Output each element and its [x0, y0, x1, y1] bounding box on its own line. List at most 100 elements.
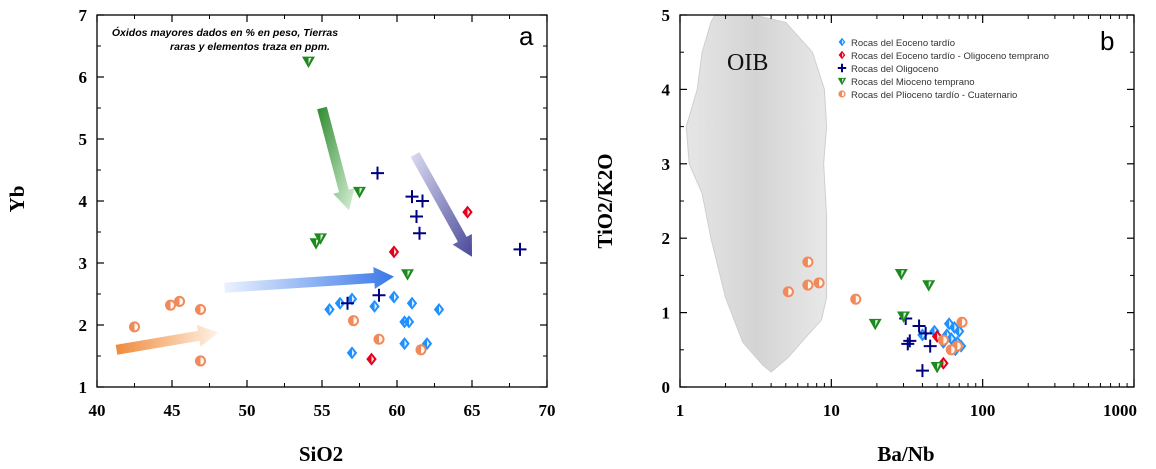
y-tick-label: 2: [79, 316, 88, 335]
y-tick-label: 2: [662, 229, 671, 248]
x-tick-label: 50: [239, 401, 256, 420]
data-point: [399, 337, 410, 351]
data-point: [324, 303, 335, 316]
data-point: [406, 296, 418, 310]
data-point: [372, 288, 386, 302]
series-oligoceno: [341, 166, 527, 310]
data-point: [413, 226, 426, 240]
y-tick-label: 7: [79, 6, 88, 25]
trend-arrow-orange: [115, 324, 219, 355]
x-tick-label: 40: [89, 401, 106, 420]
legend-marker: [837, 63, 847, 73]
y-tick-label: 4: [79, 192, 88, 211]
data-point: [946, 332, 957, 346]
data-point: [410, 210, 423, 223]
data-point: [415, 344, 427, 356]
data-point: [405, 190, 419, 204]
data-point: [371, 166, 384, 180]
data-point: [513, 242, 527, 256]
y-tick-label: 3: [79, 254, 88, 273]
y-tick-label: 5: [79, 130, 88, 149]
data-point: [915, 364, 929, 378]
data-point: [956, 316, 968, 328]
x-tick-label: 55: [314, 401, 331, 420]
data-point: [802, 256, 814, 268]
data-point: [353, 186, 366, 199]
legend-marker: [838, 50, 846, 60]
legend-item-oligoceno: Rocas del Oligoceno: [837, 63, 939, 75]
y-tick-label: 1: [79, 378, 88, 397]
legend-item-eoceno: Rocas del Eoceno tardío: [838, 37, 955, 49]
x-axis-title: Ba/Nb: [877, 442, 934, 466]
data-point: [922, 280, 936, 292]
data-point: [388, 245, 400, 259]
series-mioceno: [302, 56, 414, 281]
trend-arrows: [115, 106, 472, 355]
data-point: [912, 319, 926, 333]
data-point: [401, 269, 414, 281]
legend-marker: [838, 90, 846, 98]
data-point: [868, 318, 882, 331]
data-point: [347, 315, 360, 327]
legend-marker: [837, 77, 847, 86]
data-point: [314, 233, 327, 245]
data-point: [164, 299, 177, 311]
legend: Rocas del Eoceno tardío Rocas del Eoceno …: [837, 37, 1049, 101]
series-eoceno_oligoceno: [366, 205, 473, 366]
oib-field: [685, 14, 828, 373]
legend-label: Rocas del Eoceno tardío: [851, 38, 955, 49]
x-tick-label: 65: [464, 401, 481, 420]
x-tick-label: 60: [389, 401, 406, 420]
data-point: [937, 334, 949, 346]
legend-marker: [838, 37, 846, 47]
trend-arrow-navy: [410, 152, 472, 257]
data-point: [782, 286, 794, 298]
data-point: [923, 339, 937, 353]
legend-item-mioceno: Rocas del Mioceno temprano: [837, 77, 975, 88]
legend-label: Rocas del Plioceno tardío - Cuaternario: [851, 90, 1017, 101]
data-point: [903, 334, 917, 348]
data-point: [416, 194, 429, 208]
legend-item-eoceno_oligoceno: Rocas del Eoceno tardío - Oligoceno temp…: [838, 50, 1049, 62]
data-point: [901, 337, 915, 351]
data-point: [930, 362, 944, 374]
data-point: [433, 303, 445, 316]
data-point: [128, 321, 141, 333]
panel-letter-b: b: [1100, 26, 1114, 56]
y-axis-title: TiO2/K2O: [593, 153, 617, 248]
x-tick-label: 10: [823, 401, 840, 420]
x-tick-label: 1000: [1103, 401, 1137, 420]
x-axis-title: SiO2: [299, 442, 343, 466]
panel-letter-a: a: [519, 21, 534, 51]
y-tick-label: 3: [662, 155, 671, 174]
data-point: [369, 299, 380, 313]
data-point: [945, 344, 957, 356]
trend-arrow-green: [317, 106, 355, 211]
data-point: [346, 292, 358, 306]
data-point: [373, 333, 385, 345]
panel-a: Óxidos mayores dados en % en peso, Tierr…: [5, 6, 556, 466]
data-point: [894, 269, 908, 281]
x-tick-label: 45: [164, 401, 181, 420]
data-point: [346, 346, 358, 360]
legend-label: Rocas del Mioceno temprano: [851, 77, 975, 88]
data-point: [173, 295, 186, 307]
data-point: [850, 293, 862, 305]
data-point: [813, 277, 825, 289]
y-axis-title: Yb: [5, 186, 29, 213]
x-tick-label: 1: [676, 401, 685, 420]
data-point: [302, 56, 315, 68]
series-plioceno: [782, 256, 968, 356]
y-tick-label: 6: [79, 68, 88, 87]
data-point: [931, 329, 943, 343]
legend-label: Rocas del Eoceno tardío - Oligoceno temp…: [851, 51, 1049, 62]
series-eoceno: [324, 290, 445, 360]
series-mioceno: [868, 269, 944, 374]
oib-region: [685, 14, 828, 373]
data-point: [943, 317, 955, 331]
data-point: [897, 311, 911, 323]
x-tick-label: 70: [539, 401, 556, 420]
plot-frame: [96, 14, 548, 388]
legend-label: Rocas del Oligoceno: [851, 64, 939, 75]
